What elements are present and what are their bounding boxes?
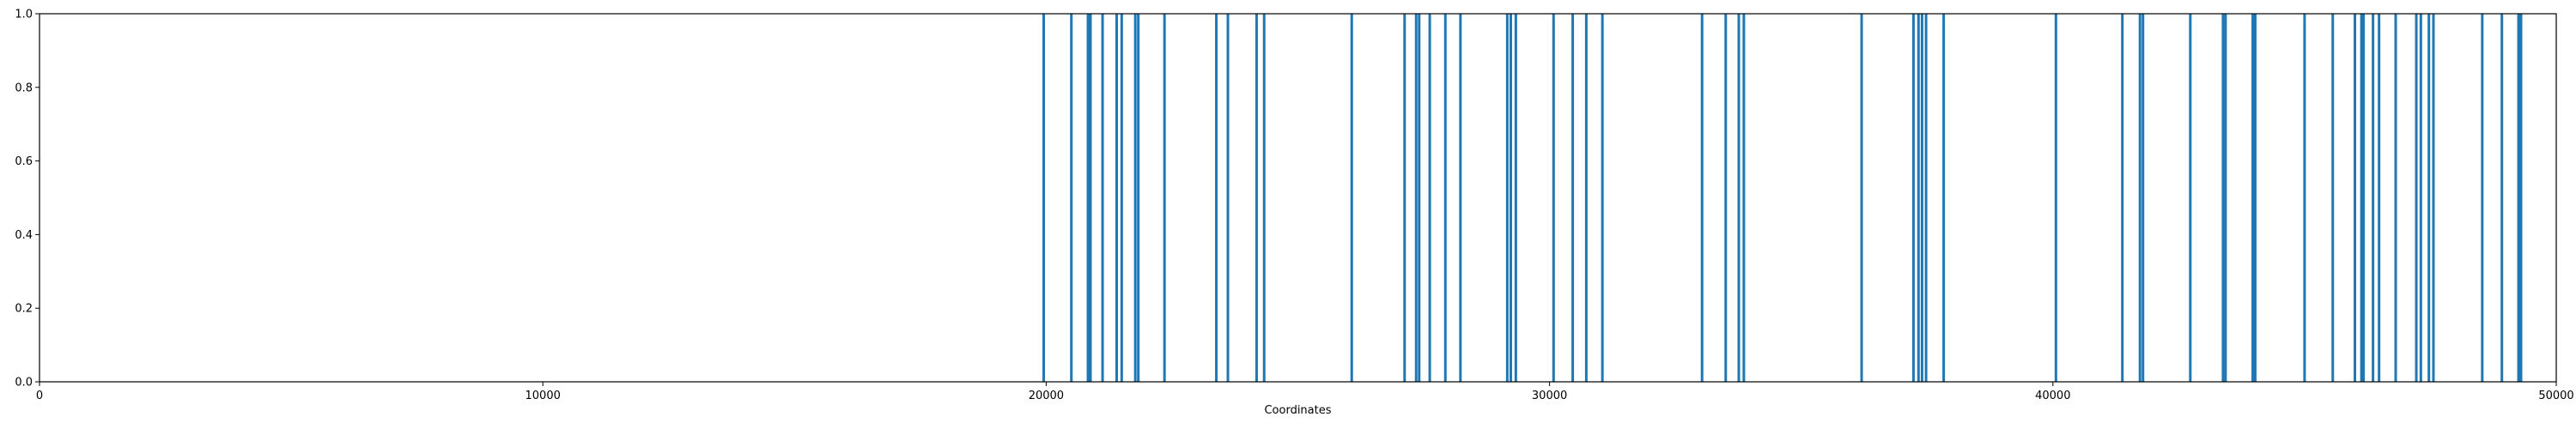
- bar: [1737, 14, 1741, 382]
- bar: [1163, 14, 1166, 382]
- bar: [2251, 14, 2255, 382]
- x-axis-label: Coordinates: [1264, 404, 1331, 417]
- x-tick-label: 10000: [526, 390, 561, 402]
- y-tick-label: 0.2: [15, 303, 33, 316]
- bar: [1418, 14, 1421, 382]
- bar: [2481, 14, 2484, 382]
- x-tick-label: 50000: [2538, 390, 2573, 402]
- bar: [2500, 14, 2504, 382]
- bar: [1724, 14, 1728, 382]
- bar: [1403, 14, 1406, 382]
- bar: [1552, 14, 1555, 382]
- bar: [1917, 14, 1920, 382]
- bar: [1350, 14, 1353, 382]
- y-tick-label: 0.4: [15, 229, 33, 242]
- bar: [1089, 14, 1092, 382]
- y-tick-label: 0.8: [15, 82, 33, 94]
- bar: [1137, 14, 1140, 382]
- bar: [1514, 14, 1517, 382]
- bar: [1414, 14, 1418, 382]
- bar: [2303, 14, 2306, 382]
- bar: [1133, 14, 1137, 382]
- bar: [2224, 14, 2227, 382]
- bar: [2331, 14, 2335, 382]
- bar: [2360, 14, 2363, 382]
- x-axis-ticks: 0 10000 20000 30000 40000 50000: [36, 382, 2574, 402]
- y-tick-label: 0.0: [15, 377, 33, 390]
- bar: [2221, 14, 2225, 382]
- bar-series: [1042, 14, 2523, 382]
- bar: [1911, 14, 1915, 382]
- bar: [2432, 14, 2435, 382]
- bar: [1262, 14, 1266, 382]
- bar: [1042, 14, 1045, 382]
- x-tick-label: 40000: [2035, 390, 2070, 402]
- bar: [1700, 14, 1704, 382]
- bar: [1459, 14, 1462, 382]
- bar: [2394, 14, 2397, 382]
- bar: [1115, 14, 1118, 382]
- bar: [1428, 14, 1431, 382]
- bar: [1226, 14, 1230, 382]
- bar: [1860, 14, 1863, 382]
- bar: [2378, 14, 2381, 382]
- bar: [2361, 14, 2365, 382]
- bar: [1120, 14, 1123, 382]
- bar: [1215, 14, 1218, 382]
- bar: [2519, 14, 2523, 382]
- bar: [2054, 14, 2057, 382]
- bar: [1505, 14, 1509, 382]
- bar: [2138, 14, 2142, 382]
- bar: [1942, 14, 1946, 382]
- bar: [1443, 14, 1447, 382]
- bar: [2415, 14, 2418, 382]
- bar: [2121, 14, 2124, 382]
- bar: [1601, 14, 1604, 382]
- bar: [1070, 14, 1073, 382]
- bar: [1742, 14, 1746, 382]
- bar: [2253, 14, 2257, 382]
- bar: [2419, 14, 2422, 382]
- bar: [2142, 14, 2145, 382]
- y-tick-label: 1.0: [15, 9, 33, 21]
- x-tick-label: 0: [36, 390, 43, 402]
- bar: [1255, 14, 1258, 382]
- bar: [2517, 14, 2520, 382]
- y-axis-ticks: 0.0 0.2 0.4 0.6 0.8 1.0: [15, 9, 39, 390]
- bar: [1101, 14, 1104, 382]
- bar: [2354, 14, 2357, 382]
- bar: [1920, 14, 1923, 382]
- x-tick-label: 20000: [1029, 390, 1064, 402]
- bar: [1086, 14, 1090, 382]
- bar: [2427, 14, 2431, 382]
- plot-frame: [39, 13, 2557, 383]
- y-tick-label: 0.6: [15, 155, 33, 168]
- bar: [1584, 14, 1588, 382]
- x-tick-label: 30000: [1532, 390, 1567, 402]
- bar: [1571, 14, 1575, 382]
- bar: [2372, 14, 2375, 382]
- bar: [1924, 14, 1928, 382]
- bar: [1509, 14, 1512, 382]
- bar: [2189, 14, 2192, 382]
